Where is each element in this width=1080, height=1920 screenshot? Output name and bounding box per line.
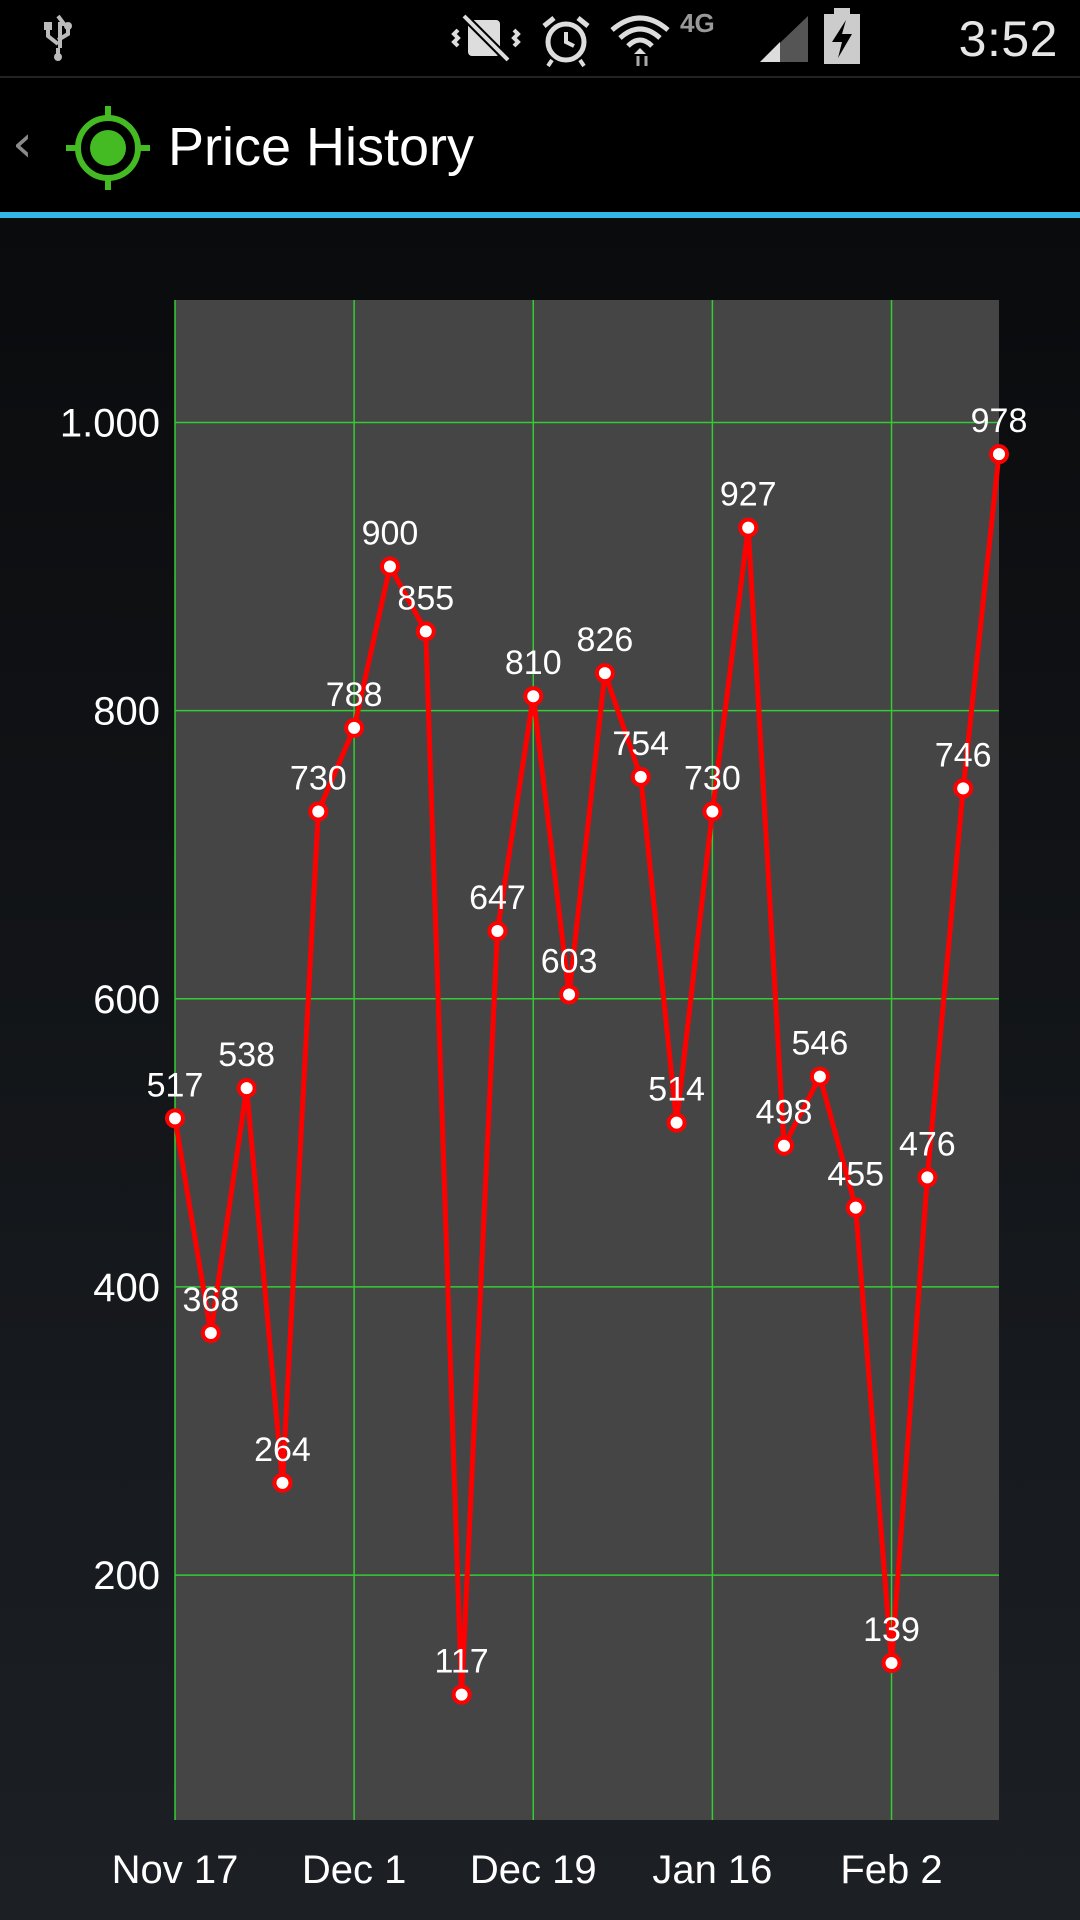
data-label: 139 [863, 1611, 920, 1649]
y-tick-label: 1.000 [60, 401, 160, 445]
mute-vibrate-icon [451, 13, 521, 63]
data-point [809, 1066, 830, 1087]
data-point [487, 921, 508, 942]
data-point [451, 1684, 472, 1705]
data-point [953, 778, 974, 799]
data-label: 546 [792, 1025, 849, 1063]
network-4g-lte-icon: 4G [680, 8, 760, 68]
action-bar-divider [0, 212, 1080, 218]
series-line [172, 453, 1002, 1698]
data-label: 368 [182, 1281, 239, 1319]
data-label: 746 [935, 736, 992, 774]
data-label: 855 [397, 579, 454, 617]
chart-area: 200 400 600 800 1.000 Nov 17 Dec 1 Dec 19 Jan 1… [0, 218, 1080, 1920]
data-label: 754 [612, 725, 669, 763]
data-label: 978 [971, 402, 1028, 440]
data-point [738, 517, 759, 538]
x-axis-ticks: Nov 17 Dec 1 Dec 19 Jan 16 Feb 2 [112, 1848, 943, 1892]
data-label: 517 [147, 1066, 204, 1104]
data-point [308, 801, 329, 822]
data-point [881, 1652, 902, 1673]
data-labels: 517 368 538 264 730 788 900 855 117 647 810 603 826 7… [147, 402, 1028, 1680]
back-caret-icon[interactable]: ‹ [12, 114, 33, 174]
data-point [165, 1108, 185, 1129]
status-bar: 4G 3:52 PM [0, 0, 1080, 125]
wifi-icon [610, 15, 670, 66]
data-label: 264 [254, 1431, 311, 1469]
data-label: 603 [541, 942, 598, 980]
data-point [559, 984, 580, 1005]
data-point [666, 1112, 687, 1133]
signal-icon [760, 16, 808, 62]
data-label: 514 [648, 1071, 705, 1109]
battery-charging-icon [824, 8, 860, 64]
data-label: 538 [218, 1036, 275, 1074]
plot-background [175, 300, 999, 1820]
data-label: 730 [290, 759, 347, 797]
data-point [630, 766, 651, 787]
data-point [774, 1135, 795, 1156]
page-title: Price History [168, 117, 475, 177]
network-type-label: 4G [680, 8, 715, 38]
data-point [379, 556, 400, 577]
y-axis-ticks: 200 400 600 800 1.000 [60, 401, 160, 1598]
data-label: 117 [434, 1643, 488, 1681]
data-label: 476 [899, 1125, 956, 1163]
price-history-chart: 200 400 600 800 1.000 Nov 17 Dec 1 Dec 19 Jan 1… [60, 300, 1028, 1892]
data-label: 810 [505, 644, 562, 682]
x-tick-label: Feb 2 [840, 1848, 942, 1892]
data-point [845, 1197, 866, 1218]
price-series [165, 444, 1009, 1705]
x-tick-label: Dec 1 [302, 1848, 407, 1892]
y-tick-label: 400 [93, 1266, 160, 1310]
data-label: 455 [827, 1156, 884, 1194]
data-point [344, 717, 365, 738]
x-tick-label: Jan 16 [652, 1848, 772, 1892]
usb-icon [44, 14, 72, 61]
x-tick-label: Dec 19 [470, 1848, 597, 1892]
data-point [523, 686, 544, 707]
data-label: 647 [469, 879, 526, 917]
data-label: 730 [684, 759, 741, 797]
data-point [200, 1323, 221, 1344]
x-tick-label: Nov 17 [112, 1848, 239, 1892]
data-point [236, 1078, 257, 1099]
y-tick-label: 800 [93, 690, 160, 734]
data-label: 927 [720, 476, 777, 514]
y-tick-label: 600 [93, 978, 160, 1022]
data-label: 826 [577, 621, 634, 659]
data-label: 498 [756, 1094, 813, 1132]
data-point [989, 444, 1009, 465]
data-label: 788 [326, 676, 383, 714]
data-point [594, 663, 615, 684]
y-tick-label: 200 [93, 1554, 160, 1598]
target-crosshair-icon[interactable] [64, 104, 152, 192]
action-bar: ‹ Price History [0, 78, 1080, 212]
data-point [415, 621, 436, 642]
data-label: 900 [362, 515, 419, 553]
alarm-icon [542, 16, 590, 68]
data-point [272, 1472, 293, 1493]
data-point [917, 1167, 938, 1188]
data-point [702, 801, 723, 822]
